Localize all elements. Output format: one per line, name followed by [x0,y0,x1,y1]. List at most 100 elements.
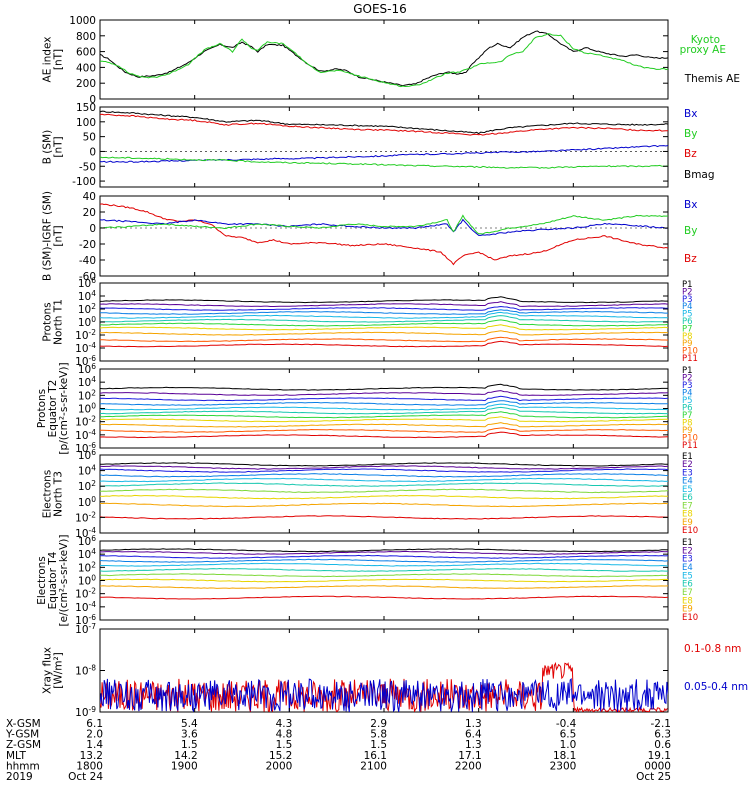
series-p2 [100,301,668,307]
series-e4 [100,558,668,563]
chart-title: GOES-16 [353,2,407,16]
x-axis-value: 16.1 [364,750,387,762]
x-axis-value: 5.4 [181,718,198,730]
y-tick-label: 10-4 [75,428,96,442]
y-tick-label: 100 [78,495,96,509]
legend-p6: P6 [682,404,693,414]
x-axis-row-label: hhmm [6,760,40,772]
x-axis-value: 17.1 [458,750,481,762]
x-axis-value: 4.3 [276,718,293,730]
legend-kyoto: Kyoto [691,34,720,46]
legend-themis-ae: Themis AE [684,73,740,85]
x-axis-value: 3.6 [181,729,198,741]
y-tick-label: 104 [78,375,96,389]
x-axis-value: 2.0 [86,729,103,741]
y-tick-label: 10-2 [75,587,96,601]
y-tick-label: 0 [89,94,96,106]
x-axis-value: 19.1 [648,750,671,762]
legend-p9: P9 [682,339,693,349]
y-tick-label: 102 [78,479,96,493]
x-axis-value: 1.4 [86,739,103,751]
x-axis-row-label: MLT [6,750,26,762]
legend-p3: P3 [682,381,693,391]
y-tick-label: 104 [78,547,96,561]
y-axis-label: Equator T4 [47,551,59,609]
x-axis-value: 2300 [550,760,577,772]
legend-e6: E6 [682,493,693,503]
panel-xray: Xray flux [W/m²] 10-7 10-8 10-9 0.1-0.8 nm 0.0… [42,622,749,719]
series-p3 [100,305,668,311]
x-axis-value: Oct 25 [636,771,671,783]
y-tick-label: 100 [76,117,96,129]
y-tick-label: -100 [72,176,96,188]
y-tick-label: 106 [78,362,96,376]
series-p5 [100,311,668,319]
panel-eeq: Electrons Equator T4 [e/(cm²-s-sr-keV)] 106… [36,534,698,627]
x-axis-value: Oct 24 [68,771,103,783]
legend-e5: E5 [682,571,693,581]
legend-e7: E7 [682,501,693,511]
series-bmag [100,110,668,135]
y-tick-label: 10-2 [75,328,96,342]
y-tick-label: 106 [78,448,96,462]
x-axis-value: 6.5 [560,729,577,741]
series-e10 [100,515,668,520]
plot-area [100,203,668,266]
y-tick-label: 40 [83,191,96,203]
series-e1 [100,462,668,467]
y-axis-label: Equator T2 [47,380,59,438]
plot-panels: AE index [nT]10008006004002000Kyotoproxy … [36,15,748,719]
y-axis-label: [nT] [53,225,65,246]
y-axis-label: Electrons [36,556,48,605]
x-axis-row-label: X-GSM [6,718,41,730]
x-axis-value: 2100 [360,760,387,772]
series-p1 [100,383,668,391]
x-axis-value: 1.3 [465,718,482,730]
x-axis-value: 1.3 [465,739,482,751]
y-tick-label: 0 [89,146,96,158]
legend-p7: P7 [682,411,693,421]
legend-e9: E9 [682,605,693,615]
plot-area [100,383,668,439]
series-p4 [100,309,668,315]
series-by [100,156,668,169]
series-p9 [100,330,668,336]
x-axis-value: 2.9 [370,718,387,730]
series-e9 [100,585,668,589]
y-tick-label: 100 [78,315,96,329]
series-p7 [100,411,668,419]
legend-e4: E4 [682,563,693,573]
series-e2 [100,465,668,470]
plot-area [100,661,668,712]
legend-e9: E9 [682,518,693,528]
x-axis-value: 1900 [171,760,198,772]
legend-p9: P9 [682,426,693,436]
legend-e10: E10 [682,526,698,536]
series-p11 [100,340,668,348]
x-axis-row-label: 2019 [6,771,33,783]
y-tick-label: 104 [78,289,96,303]
series-bz [100,113,668,136]
x-axis-value: 4.8 [276,729,293,741]
y-tick-label: 0 [89,223,96,235]
y-tick-label: 106 [78,276,96,290]
legend-proxy-ae: proxy AE [680,44,726,56]
legend-e3: E3 [682,468,693,478]
x-axis-value: 1.5 [181,739,198,751]
series-e7 [100,488,668,494]
series-p2 [100,390,668,396]
series-p10 [100,427,668,433]
legend-bx: Bx [684,108,697,120]
x-axis-value: -2.1 [651,718,672,730]
series-p7 [100,319,668,327]
plot-area [100,296,668,348]
y-axis-label: AE index [42,37,54,83]
legend-e10: E10 [682,613,698,623]
series-e6 [100,482,668,487]
x-axis-value: 0.6 [654,739,671,751]
series-p10 [100,336,668,343]
series-0.05-0.4-nm [100,678,668,712]
series-p8 [100,416,668,423]
panel-frame [99,19,669,100]
y-tick-label: 10-8 [75,664,96,678]
